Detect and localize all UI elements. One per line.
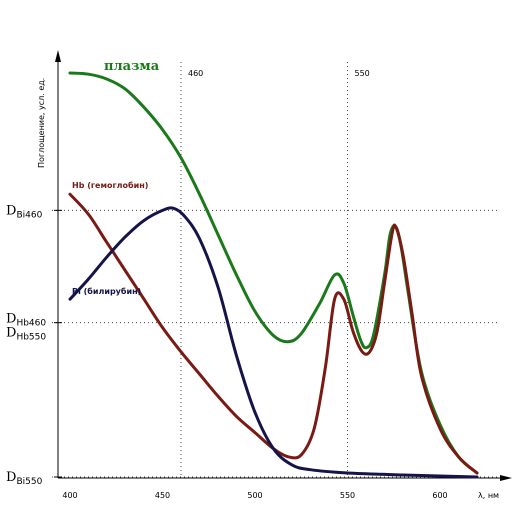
x-tick-550: 550 bbox=[340, 491, 355, 500]
x-ticks: 400 450 500 550 600 bbox=[62, 491, 447, 500]
series-label-plasma: плазма bbox=[104, 59, 160, 74]
x-tick-450: 450 bbox=[155, 491, 170, 500]
y-marker-label-bi460: DBi460 bbox=[6, 203, 43, 220]
ref-line-label-550: 550 bbox=[355, 69, 370, 78]
series-line-plasma bbox=[68, 71, 479, 475]
x-tick-500: 500 bbox=[247, 491, 262, 500]
series-line-bi bbox=[68, 206, 479, 479]
y-axis-arrow-icon bbox=[55, 50, 61, 62]
y-marker-label-bi550: DBi550 bbox=[6, 470, 43, 487]
x-axis-label: λ, нм bbox=[478, 491, 499, 500]
curves bbox=[68, 71, 479, 479]
x-axis-arrow-icon bbox=[500, 475, 512, 481]
y-axis-label: Поглощение, усл. ед. bbox=[37, 78, 46, 168]
series-label-bi: Bi (билирубин) bbox=[72, 286, 141, 296]
series-label-hb: Hb (гемоглобин) bbox=[72, 180, 148, 190]
series-line-hb bbox=[68, 192, 479, 475]
x-tick-400: 400 bbox=[62, 491, 77, 500]
ref-line-label-460: 460 bbox=[188, 69, 203, 78]
reference-lines: 460 550 bbox=[180, 62, 370, 477]
x-tick-600: 600 bbox=[432, 491, 447, 500]
